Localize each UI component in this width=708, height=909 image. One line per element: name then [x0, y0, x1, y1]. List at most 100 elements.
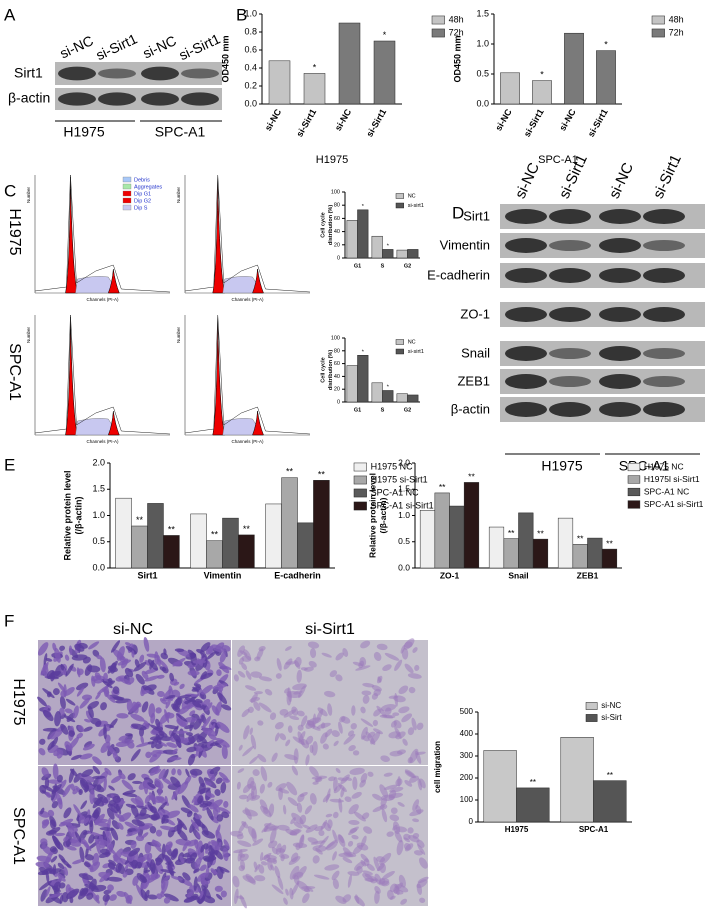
- cell: [256, 648, 264, 660]
- cell: [194, 857, 202, 868]
- row-label: Sirt1: [463, 208, 490, 223]
- cell: [307, 723, 321, 731]
- cell: [117, 814, 125, 822]
- cell: [172, 748, 178, 755]
- cell: [163, 648, 167, 656]
- cell: [238, 744, 243, 751]
- legend-label: 72h: [449, 27, 464, 37]
- cell: [332, 811, 339, 819]
- blot-band: [505, 346, 547, 361]
- cell: [236, 895, 245, 900]
- y-tick-label: 1.5: [476, 8, 489, 18]
- cell: [191, 792, 201, 803]
- cell: [292, 683, 307, 691]
- cell: [395, 778, 403, 787]
- cell: [131, 859, 138, 867]
- bar: [449, 505, 465, 569]
- cell: [257, 754, 267, 763]
- cell: [106, 807, 115, 820]
- y-axis-label: OD450 mm: [452, 35, 462, 82]
- cell: [162, 768, 169, 780]
- cell: [124, 821, 135, 828]
- cell: [103, 776, 107, 791]
- cell: [219, 651, 227, 663]
- cell: [182, 872, 191, 881]
- bar: [297, 522, 314, 569]
- cell: [407, 727, 415, 736]
- cell: [147, 659, 159, 671]
- cell: [116, 713, 129, 719]
- cell: [360, 706, 366, 714]
- cell: [291, 882, 299, 896]
- cell: [47, 740, 55, 751]
- cell: [274, 721, 284, 730]
- x-tick-label: G1: [354, 263, 361, 269]
- cell: [139, 807, 147, 817]
- cell: [416, 722, 424, 730]
- blot-band: [599, 346, 641, 361]
- legend-swatch: [122, 197, 132, 204]
- cell: [395, 731, 406, 740]
- cell: [143, 780, 149, 795]
- trace: [34, 314, 171, 435]
- cell: [88, 705, 94, 719]
- cell: [252, 769, 260, 776]
- y-axis-label: distribution (%): [328, 205, 334, 245]
- bar: [572, 544, 588, 569]
- cell: [78, 788, 83, 795]
- cell: [348, 826, 359, 836]
- cell: [131, 819, 145, 827]
- bar: [518, 512, 534, 569]
- cell: [49, 819, 56, 830]
- cell: [149, 751, 162, 763]
- legend-label: 72h: [669, 27, 684, 37]
- cell: [65, 663, 74, 677]
- cell: [392, 712, 400, 717]
- cell: [202, 895, 216, 904]
- cell: [409, 775, 419, 783]
- y-tick-label: 2.0: [92, 457, 105, 467]
- cell: [84, 883, 96, 890]
- y-tick-label: 0: [469, 817, 474, 826]
- cell: [386, 831, 394, 837]
- cell: [233, 674, 239, 682]
- cell: [208, 733, 217, 741]
- cell: [171, 786, 181, 800]
- cell: [130, 748, 141, 762]
- cell: [216, 674, 229, 686]
- y-axis-label: (/β-actin): [73, 497, 83, 535]
- cell: [107, 803, 119, 814]
- flow-y-label: Number: [176, 187, 181, 204]
- cell: [354, 861, 365, 871]
- y-tick-label: 40: [334, 374, 340, 380]
- cell: [118, 677, 132, 685]
- cell: [395, 826, 408, 833]
- cell: [156, 893, 163, 900]
- y-tick-label: 20: [334, 387, 340, 393]
- row-label: SPC-A1: [10, 807, 27, 865]
- cell: [142, 685, 155, 695]
- cell: [373, 708, 382, 717]
- cell: [78, 873, 94, 881]
- cell: [108, 862, 116, 870]
- x-tick-label: S: [381, 407, 385, 413]
- cell: [159, 666, 167, 672]
- y-tick-label: 100: [460, 795, 474, 804]
- cell: [136, 872, 147, 884]
- cell: [400, 898, 408, 905]
- bar: [503, 538, 519, 569]
- bar: [463, 482, 480, 569]
- legend-swatch: [585, 702, 598, 710]
- cell: [143, 869, 151, 873]
- cell: [118, 735, 129, 741]
- x-tick-label: Snail: [508, 570, 528, 580]
- cell: [254, 875, 266, 882]
- cell: [164, 854, 174, 867]
- bar: [346, 220, 358, 259]
- cell: [89, 820, 94, 834]
- cell: [153, 811, 161, 820]
- flow-y-label: Number: [176, 327, 181, 344]
- blot-band: [181, 92, 219, 106]
- blot-band: [505, 268, 547, 283]
- cell: [84, 718, 91, 723]
